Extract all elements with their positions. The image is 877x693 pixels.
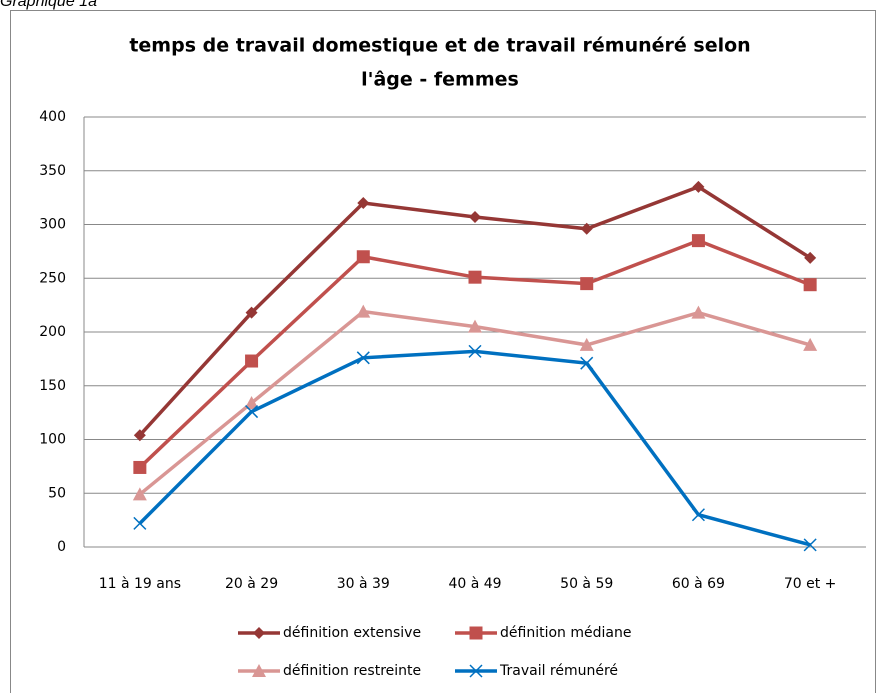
y-tick-label: 350 — [39, 163, 66, 179]
data-point — [245, 306, 258, 319]
legend-label: définition extensive — [283, 625, 421, 641]
legend-label: définition restreinte — [283, 663, 421, 679]
x-tick-label: 70 et + — [784, 576, 837, 592]
legend-label: Travail rémunéré — [499, 663, 618, 679]
y-tick-label: 150 — [39, 378, 66, 394]
data-point — [356, 351, 370, 365]
data-point — [691, 234, 705, 248]
y-tick-label: 250 — [39, 270, 66, 286]
data-point — [356, 250, 370, 264]
y-tick-label: 0 — [57, 539, 66, 555]
legend-marker — [469, 664, 483, 678]
data-point — [245, 354, 259, 368]
data-point — [244, 395, 259, 409]
data-point — [804, 251, 817, 264]
legend-marker — [469, 626, 483, 640]
y-tick-label: 300 — [39, 217, 66, 233]
data-point — [691, 508, 705, 522]
data-point — [357, 197, 370, 209]
y-tick-label: 200 — [39, 324, 66, 340]
data-point — [133, 516, 147, 530]
caption: Graphique 1a — [0, 0, 97, 10]
x-tick-label: 50 à 59 — [560, 576, 613, 592]
x-tick-label: 60 à 69 — [672, 576, 725, 592]
data-point — [133, 460, 147, 474]
data-point — [692, 180, 705, 193]
x-tick-label: 30 à 39 — [337, 576, 390, 592]
legend-marker — [252, 664, 266, 677]
data-point — [803, 278, 817, 292]
x-tick-label: 11 à 19 ans — [99, 576, 181, 592]
y-tick-label: 100 — [39, 432, 66, 448]
data-point — [356, 304, 371, 318]
data-point — [580, 222, 593, 235]
data-point — [803, 337, 818, 351]
data-point — [468, 344, 482, 358]
data-point — [468, 319, 482, 333]
data-point — [580, 277, 594, 291]
chart-title: l'âge - femmes — [361, 69, 519, 91]
data-point — [132, 487, 147, 501]
chart-title: temps de travail domestique et de travai… — [129, 35, 750, 57]
y-tick-label: 50 — [48, 485, 66, 501]
data-point — [245, 405, 259, 419]
data-point — [579, 337, 594, 351]
y-tick-label: 400 — [39, 109, 66, 125]
data-point — [468, 270, 482, 284]
x-tick-label: 40 à 49 — [448, 576, 501, 592]
data-point — [580, 356, 594, 370]
data-point — [133, 429, 146, 442]
legend-label: définition médiane — [500, 625, 631, 641]
x-tick-label: 20 à 29 — [225, 576, 278, 592]
data-point — [469, 210, 481, 223]
data-point — [803, 538, 817, 552]
data-point — [691, 305, 706, 319]
legend-marker — [253, 627, 265, 639]
